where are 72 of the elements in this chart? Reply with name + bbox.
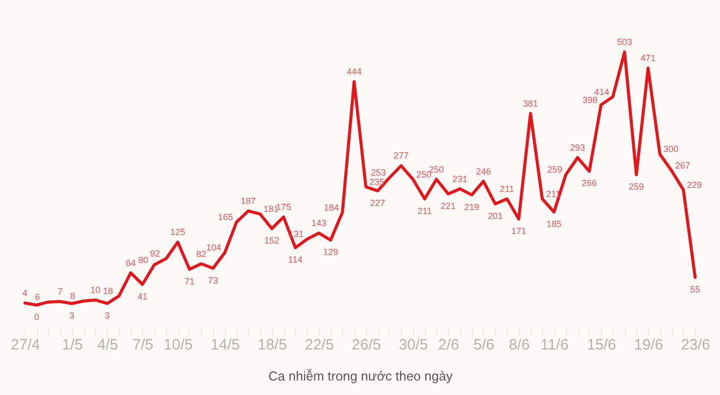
- data-label: 71: [184, 276, 195, 286]
- x-axis-title: Ca nhiễm trong nước theo ngày: [268, 368, 454, 384]
- data-label: 80: [138, 254, 148, 265]
- x-tick-label: 4/5: [97, 336, 118, 354]
- data-label: 82: [196, 248, 206, 259]
- data-label: 250: [416, 169, 432, 180]
- data-label: 187: [240, 196, 256, 206]
- data-label: 414: [594, 86, 610, 97]
- data-label: 184: [324, 202, 339, 212]
- data-label: 235: [369, 176, 384, 187]
- data-label: 293: [570, 142, 586, 153]
- data-label: 211: [500, 184, 514, 194]
- data-label: 7: [58, 286, 63, 296]
- data-label: 152: [264, 236, 280, 246]
- data-label: 471: [640, 53, 656, 64]
- x-tick-label: 27/4: [10, 336, 40, 354]
- data-label: 129: [323, 247, 338, 258]
- data-label: 18: [102, 286, 113, 296]
- data-label: 227: [370, 198, 386, 208]
- data-label: 6: [34, 292, 40, 302]
- data-label: 250: [428, 164, 444, 174]
- data-label: 4: [22, 288, 28, 298]
- data-label: 125: [170, 227, 186, 238]
- data-label: 259: [547, 164, 562, 175]
- x-tick-label: 26/5: [352, 336, 381, 354]
- data-label: 266: [582, 178, 597, 188]
- x-tick-label: 2/6: [438, 336, 460, 354]
- data-label: 221: [440, 200, 456, 211]
- data-label: 143: [311, 218, 326, 228]
- x-tick-label: 1/5: [62, 336, 83, 354]
- data-label: 73: [208, 275, 218, 286]
- data-label: 277: [394, 150, 409, 161]
- x-tick-label: 14/5: [210, 336, 240, 354]
- data-label: 246: [476, 166, 491, 176]
- data-label: 104: [206, 242, 222, 253]
- data-label: 3: [69, 310, 74, 320]
- data-label: 259: [628, 182, 644, 192]
- data-label: 0: [34, 312, 40, 322]
- data-label: 229: [686, 180, 702, 190]
- x-tick-label: 18/5: [258, 336, 287, 354]
- x-tick-label: 7/5: [132, 336, 154, 354]
- x-tick-label: 5/6: [474, 336, 494, 354]
- x-tick-label: 15/6: [586, 336, 616, 354]
- data-label: 171: [511, 226, 526, 236]
- data-label: 165: [218, 212, 234, 222]
- data-label: 381: [522, 98, 538, 108]
- data-label: 64: [126, 258, 136, 268]
- x-tick-label: 30/5: [398, 336, 428, 354]
- data-label: 41: [137, 291, 148, 302]
- data-label: 55: [690, 284, 700, 294]
- x-tick-label: 10/5: [164, 336, 193, 354]
- data-label: 219: [464, 202, 480, 212]
- data-label: 185: [546, 218, 562, 229]
- data-label: 3: [104, 310, 110, 320]
- data-label: 253: [370, 168, 386, 178]
- x-tick-label: 22/5: [304, 336, 334, 354]
- x-tick-label: 11/6: [540, 336, 569, 354]
- data-label: 503: [617, 37, 632, 47]
- data-label: 300: [663, 144, 678, 154]
- data-label: 267: [675, 160, 690, 171]
- data-label: 92: [150, 248, 160, 259]
- data-label: 201: [488, 210, 503, 221]
- x-tick-label: 8/6: [508, 336, 530, 354]
- data-label: 444: [346, 66, 362, 77]
- data-label: 398: [582, 94, 598, 105]
- data-label: 8: [70, 290, 76, 301]
- x-tick-label: 19/6: [634, 336, 664, 354]
- data-label: 10: [90, 284, 100, 295]
- data-label: 231: [452, 174, 468, 184]
- data-label: 211: [417, 206, 432, 216]
- data-label: 114: [288, 254, 303, 265]
- x-tick-label: 23/6: [681, 336, 710, 354]
